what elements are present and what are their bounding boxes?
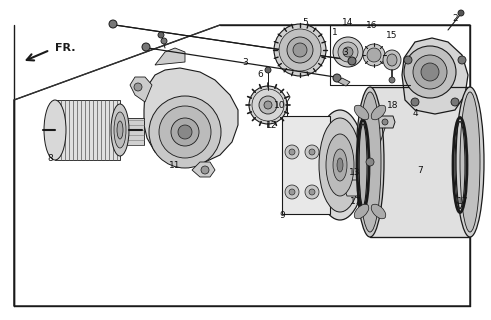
Ellipse shape (264, 101, 272, 109)
Bar (282, 116, 330, 214)
Circle shape (309, 149, 315, 155)
Circle shape (161, 38, 167, 44)
Text: 4: 4 (412, 108, 418, 117)
Polygon shape (375, 116, 395, 128)
Circle shape (451, 98, 459, 106)
Text: 17: 17 (350, 197, 362, 206)
Circle shape (333, 74, 341, 82)
Circle shape (389, 77, 395, 83)
Ellipse shape (356, 87, 384, 237)
Ellipse shape (460, 92, 480, 232)
Ellipse shape (421, 63, 439, 81)
Ellipse shape (249, 86, 287, 124)
Polygon shape (55, 100, 120, 160)
Circle shape (404, 56, 412, 64)
Circle shape (411, 98, 419, 106)
Text: 10: 10 (274, 100, 286, 109)
Text: 14: 14 (342, 18, 354, 27)
Ellipse shape (319, 118, 361, 212)
Text: 9: 9 (279, 211, 285, 220)
Ellipse shape (338, 42, 358, 62)
Text: 2: 2 (452, 13, 458, 22)
Text: 1: 1 (332, 28, 338, 36)
Circle shape (305, 185, 319, 199)
Circle shape (134, 83, 142, 91)
Ellipse shape (287, 37, 313, 63)
Text: 18: 18 (387, 100, 399, 109)
Ellipse shape (117, 121, 123, 139)
Polygon shape (155, 48, 185, 65)
Text: 13: 13 (349, 167, 361, 177)
Ellipse shape (149, 96, 221, 168)
Text: 3: 3 (242, 58, 248, 67)
Ellipse shape (274, 24, 326, 76)
Text: 6: 6 (257, 69, 263, 78)
Ellipse shape (383, 50, 401, 70)
Circle shape (109, 20, 117, 28)
Ellipse shape (333, 149, 347, 181)
Ellipse shape (456, 87, 484, 237)
Polygon shape (115, 118, 144, 145)
Ellipse shape (279, 29, 321, 71)
Polygon shape (338, 78, 350, 86)
Polygon shape (402, 38, 468, 114)
Text: 11: 11 (169, 161, 181, 170)
Ellipse shape (333, 37, 363, 67)
Ellipse shape (413, 55, 447, 89)
Circle shape (305, 145, 319, 159)
Circle shape (382, 119, 388, 125)
Circle shape (348, 57, 356, 65)
Ellipse shape (326, 134, 354, 196)
Circle shape (201, 166, 209, 174)
Ellipse shape (171, 118, 199, 146)
Ellipse shape (44, 100, 66, 160)
Ellipse shape (366, 158, 374, 166)
Polygon shape (370, 87, 470, 237)
Ellipse shape (354, 204, 369, 219)
Text: 16: 16 (366, 20, 378, 29)
Ellipse shape (343, 47, 353, 57)
Ellipse shape (371, 204, 386, 219)
Ellipse shape (404, 46, 456, 98)
Text: 17: 17 (457, 197, 469, 206)
Text: 8: 8 (47, 154, 53, 163)
Circle shape (285, 185, 299, 199)
Text: 3: 3 (342, 47, 348, 57)
Ellipse shape (315, 110, 365, 220)
Text: 12: 12 (266, 121, 278, 130)
Ellipse shape (387, 54, 397, 66)
Circle shape (285, 145, 299, 159)
Ellipse shape (337, 158, 343, 172)
Ellipse shape (359, 92, 381, 232)
Ellipse shape (259, 96, 277, 114)
Ellipse shape (371, 105, 386, 120)
Ellipse shape (363, 44, 385, 66)
Ellipse shape (114, 112, 126, 148)
Circle shape (458, 10, 464, 16)
Polygon shape (130, 77, 152, 102)
Circle shape (289, 189, 295, 195)
Circle shape (265, 67, 271, 73)
Text: FR.: FR. (55, 43, 76, 53)
Ellipse shape (159, 106, 211, 158)
Circle shape (458, 56, 466, 64)
Ellipse shape (354, 105, 369, 120)
Polygon shape (144, 68, 238, 165)
Text: 7: 7 (417, 165, 423, 174)
Circle shape (289, 149, 295, 155)
Text: 5: 5 (302, 18, 308, 27)
Circle shape (309, 189, 315, 195)
Ellipse shape (293, 43, 307, 57)
Ellipse shape (111, 104, 129, 156)
Ellipse shape (367, 48, 381, 62)
Polygon shape (192, 162, 215, 177)
Polygon shape (344, 180, 360, 196)
Ellipse shape (178, 125, 192, 139)
Circle shape (158, 32, 164, 38)
Text: 15: 15 (386, 30, 398, 39)
Circle shape (142, 43, 150, 51)
